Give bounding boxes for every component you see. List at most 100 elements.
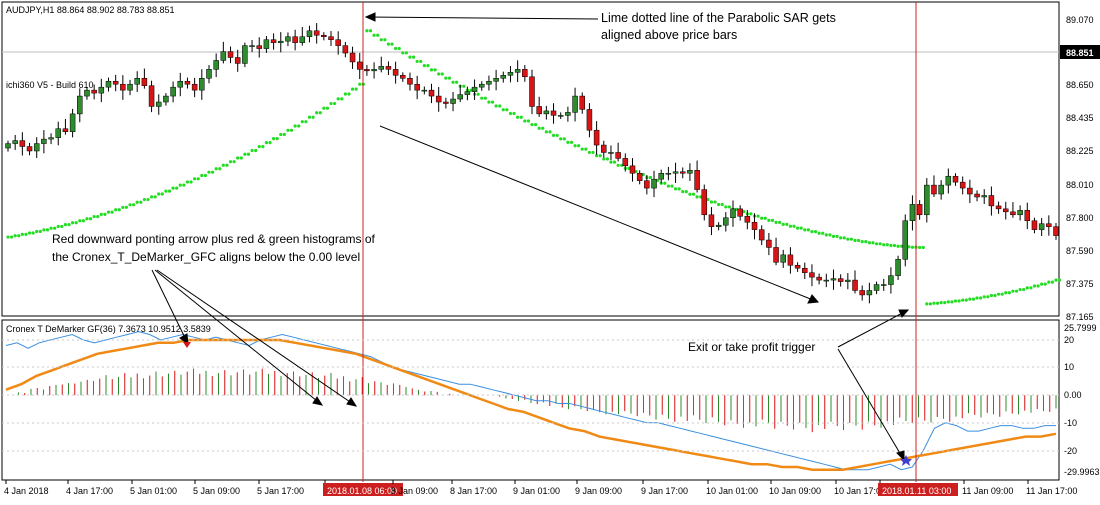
sar-dot [397,46,401,51]
bear-candle [766,239,772,248]
bear-candle [529,76,535,107]
sar-dot [813,230,818,234]
sar-dot [81,219,85,223]
time-axis: 4 Jan 2018 4 Jan 17:00 5 Jan 01:00 5 Jan 09… [4,480,1077,496]
price-tick: 87.590 [1066,246,1094,256]
sar-dot [318,111,322,115]
bear-candle [1003,208,1009,213]
time-label: 9 Jan 09:00 [575,486,622,496]
sar-dot [971,297,976,301]
sar-dot [713,200,717,204]
sar-dot [882,243,886,247]
sar-dot [483,96,487,100]
sar-dot [756,214,760,218]
bear-candle [536,106,542,115]
demarker-annotation-line-1: Red downward ponting arrow plus red & gr… [52,232,376,246]
bear-candle [91,89,97,94]
bull-candle [665,172,672,175]
sar-dot [300,120,304,124]
sar-dot [157,192,161,196]
sar-dot [709,200,714,204]
sar-dot [946,300,950,304]
bull-candle [981,195,987,198]
candles-layer [5,23,1059,304]
sar-dot [1022,287,1026,292]
sar-dot [821,231,825,235]
bear-candle [148,85,155,107]
sar-annotation-line-1: Lime dotted line of the Parabolic SAR ge… [601,11,836,25]
bull-candle [493,78,499,82]
sar-dot [146,197,150,202]
sar-dot [31,231,35,235]
sar-dot [322,106,326,110]
price-tick: 87.375 [1066,279,1094,289]
sar-dot [760,216,764,220]
sar-dot [612,160,617,164]
exit-annotation: Exit or take profit trigger [688,340,815,354]
bull-candle [249,45,255,47]
bear-candle [321,34,327,37]
bull-candle [658,172,664,180]
sar-dot [462,84,466,88]
sar-dot [523,119,527,123]
bull-candle [543,110,550,115]
time-label: 8 Jan 17:00 [450,486,497,496]
sar-dot [60,224,64,229]
demarker-pointer-3 [156,269,357,407]
time-label: 2018.01.08 06:00 [327,486,397,496]
time-label: 4 Jan 17:00 [66,486,113,496]
sar-dot [386,42,391,46]
bull-candle [378,66,385,70]
bull-candle [924,184,930,216]
sar-dot [275,136,279,141]
sar-dot [641,172,645,177]
bear-candle [26,146,33,152]
sar-dot [232,160,236,164]
sar-dot [171,186,175,190]
sar-dot [1025,286,1029,290]
sar-dot [376,33,380,37]
bull-candle [371,69,377,72]
sar-dot [103,212,107,216]
sar-dot [401,51,405,55]
sar-dot [53,226,57,230]
bear-candle [601,144,607,153]
sar-dot [839,236,843,240]
parabolic-sar-layer [6,29,1062,306]
bear-candle [694,170,700,190]
sar-dot [835,234,839,238]
time-label: 10 Jan 01:00 [706,486,758,496]
sar-dot [720,202,724,207]
bear-candle [349,52,356,63]
sar-dot [774,220,778,224]
sar-dot [271,136,276,141]
sar-dot [551,133,556,137]
sar-dot [928,302,932,306]
sar-dot [124,205,129,209]
bull-candle [507,72,514,76]
sar-dot [88,217,93,221]
bear-candle [356,61,363,70]
bear-candle [364,69,370,72]
indicator-tick: 20 [1064,335,1074,345]
sar-dot [1032,284,1037,288]
sar-dot [605,157,609,161]
demarker-pointer-2-head [312,396,324,406]
sar-dot [329,101,333,106]
sar-note-pointer-head [364,12,376,22]
bull-candle [242,45,248,64]
sar-dot [67,223,71,227]
sar-dot [627,166,631,171]
sar-dot [498,104,502,108]
sar-dot [573,144,577,148]
price-tick: 87.165 [1066,312,1094,322]
sar-dot [1054,278,1058,282]
sar-dot [1018,287,1022,292]
sar-dot [982,295,986,299]
bear-candle [62,128,69,132]
bear-candle [852,279,858,291]
bull-candle [730,208,736,219]
sar-dot [6,235,10,239]
sar-dot [307,115,312,119]
